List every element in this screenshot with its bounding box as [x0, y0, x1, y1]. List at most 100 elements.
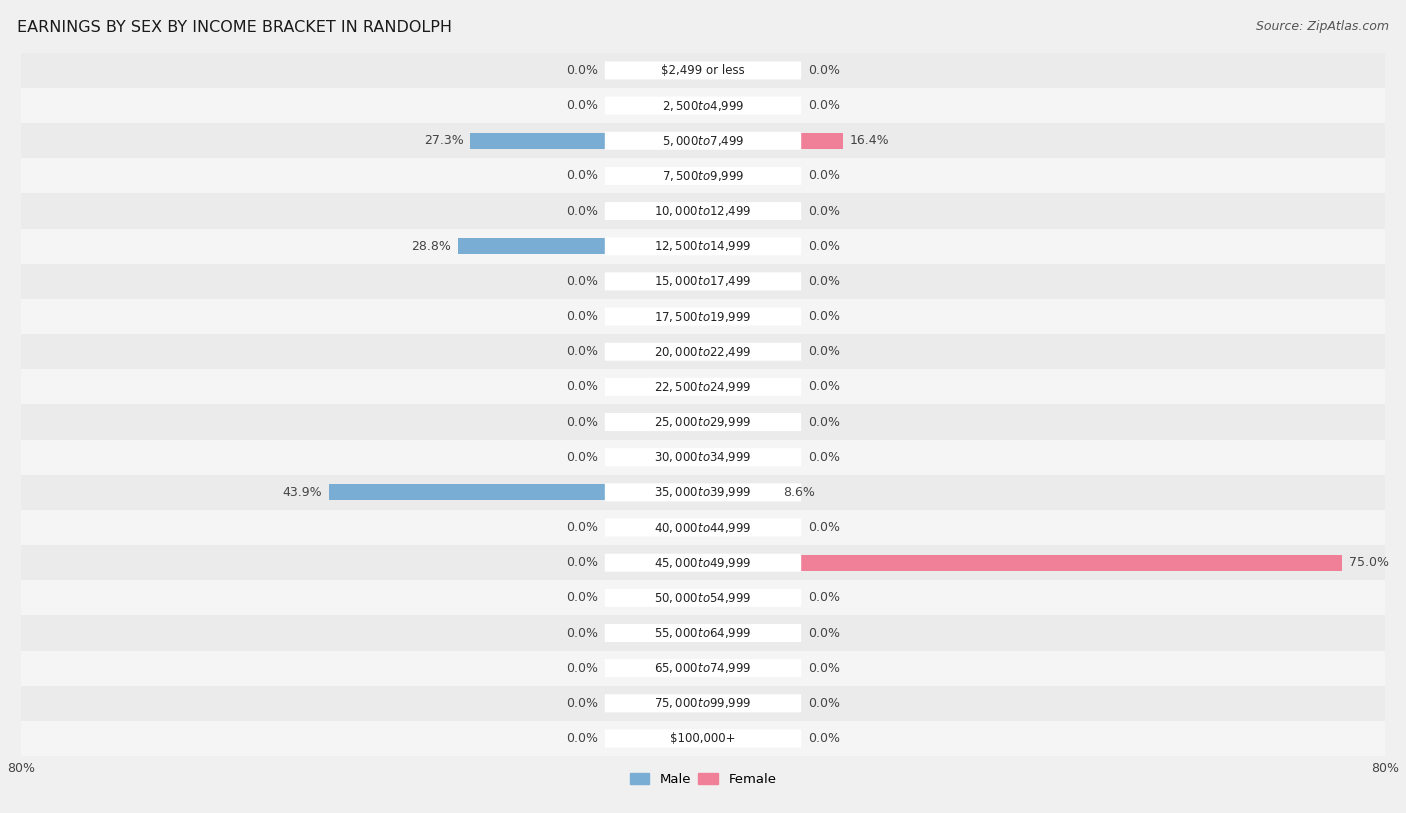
FancyBboxPatch shape	[605, 167, 801, 185]
FancyBboxPatch shape	[605, 378, 801, 396]
FancyBboxPatch shape	[605, 624, 801, 642]
Text: 0.0%: 0.0%	[567, 662, 598, 675]
Text: 0.0%: 0.0%	[567, 591, 598, 604]
Bar	[21, 369, 1385, 404]
Text: 0.0%: 0.0%	[808, 450, 839, 463]
Text: 0.0%: 0.0%	[567, 99, 598, 112]
FancyBboxPatch shape	[605, 202, 801, 220]
Bar	[21, 53, 1385, 88]
Bar	[703, 273, 801, 289]
FancyBboxPatch shape	[605, 307, 801, 325]
Bar	[703, 695, 801, 711]
Bar	[703, 379, 801, 395]
Bar	[703, 98, 801, 114]
Bar	[605, 695, 703, 711]
Bar	[605, 98, 703, 114]
Bar	[21, 404, 1385, 440]
Text: 0.0%: 0.0%	[567, 205, 598, 218]
Text: $12,500 to $14,999: $12,500 to $14,999	[654, 239, 752, 253]
Text: $17,500 to $19,999: $17,500 to $19,999	[654, 310, 752, 324]
Bar	[605, 660, 703, 676]
Bar	[605, 520, 703, 536]
Legend: Male, Female: Male, Female	[624, 768, 782, 792]
Text: 0.0%: 0.0%	[808, 697, 839, 710]
Text: $7,500 to $9,999: $7,500 to $9,999	[662, 169, 744, 183]
Text: Source: ZipAtlas.com: Source: ZipAtlas.com	[1256, 20, 1389, 33]
Bar	[703, 450, 801, 465]
Bar	[21, 440, 1385, 475]
Bar	[605, 203, 703, 219]
Text: 0.0%: 0.0%	[567, 169, 598, 182]
Bar	[21, 334, 1385, 369]
Bar	[21, 580, 1385, 615]
Bar	[21, 193, 1385, 228]
Text: $45,000 to $49,999: $45,000 to $49,999	[654, 556, 752, 570]
Bar	[21, 721, 1385, 756]
FancyBboxPatch shape	[605, 659, 801, 677]
Text: 27.3%: 27.3%	[423, 134, 464, 147]
Bar	[21, 123, 1385, 159]
Text: 0.0%: 0.0%	[567, 521, 598, 534]
Text: $5,000 to $7,499: $5,000 to $7,499	[662, 134, 744, 148]
FancyBboxPatch shape	[605, 97, 801, 115]
Bar	[605, 625, 703, 641]
Bar	[605, 309, 703, 324]
Bar	[703, 590, 801, 606]
Bar	[21, 685, 1385, 721]
Bar	[457, 238, 703, 254]
FancyBboxPatch shape	[605, 729, 801, 747]
Bar	[21, 615, 1385, 650]
Text: 16.4%: 16.4%	[849, 134, 889, 147]
Bar	[21, 545, 1385, 580]
Text: $100,000+: $100,000+	[671, 732, 735, 745]
Text: $25,000 to $29,999: $25,000 to $29,999	[654, 415, 752, 429]
Bar	[703, 625, 801, 641]
Bar	[329, 485, 703, 500]
Bar	[605, 344, 703, 359]
Text: 0.0%: 0.0%	[808, 627, 839, 640]
Text: $65,000 to $74,999: $65,000 to $74,999	[654, 661, 752, 675]
Bar	[703, 63, 801, 78]
Text: 0.0%: 0.0%	[808, 732, 839, 745]
Bar	[605, 63, 703, 78]
Bar	[703, 203, 801, 219]
Text: 0.0%: 0.0%	[567, 346, 598, 359]
Bar	[703, 309, 801, 324]
FancyBboxPatch shape	[605, 132, 801, 150]
Text: EARNINGS BY SEX BY INCOME BRACKET IN RANDOLPH: EARNINGS BY SEX BY INCOME BRACKET IN RAN…	[17, 20, 451, 35]
Text: $40,000 to $44,999: $40,000 to $44,999	[654, 520, 752, 534]
Bar	[605, 731, 703, 746]
Text: $75,000 to $99,999: $75,000 to $99,999	[654, 697, 752, 711]
Text: 0.0%: 0.0%	[567, 697, 598, 710]
Text: 0.0%: 0.0%	[567, 64, 598, 77]
FancyBboxPatch shape	[605, 519, 801, 537]
Text: 8.6%: 8.6%	[783, 486, 815, 499]
FancyBboxPatch shape	[605, 589, 801, 606]
Text: $10,000 to $12,499: $10,000 to $12,499	[654, 204, 752, 218]
Text: $30,000 to $34,999: $30,000 to $34,999	[654, 450, 752, 464]
Bar	[703, 168, 801, 184]
Text: 0.0%: 0.0%	[808, 205, 839, 218]
Text: $55,000 to $64,999: $55,000 to $64,999	[654, 626, 752, 640]
Bar	[605, 450, 703, 465]
Text: 0.0%: 0.0%	[808, 346, 839, 359]
Text: 0.0%: 0.0%	[567, 450, 598, 463]
Bar	[605, 554, 703, 571]
Text: 0.0%: 0.0%	[567, 310, 598, 323]
Bar	[21, 299, 1385, 334]
FancyBboxPatch shape	[605, 694, 801, 712]
Bar	[21, 159, 1385, 193]
Text: 0.0%: 0.0%	[808, 64, 839, 77]
FancyBboxPatch shape	[605, 237, 801, 255]
Text: 0.0%: 0.0%	[567, 627, 598, 640]
Text: 0.0%: 0.0%	[808, 169, 839, 182]
Bar	[605, 273, 703, 289]
Text: 0.0%: 0.0%	[567, 556, 598, 569]
Bar	[703, 133, 842, 149]
Text: $22,500 to $24,999: $22,500 to $24,999	[654, 380, 752, 393]
Bar	[605, 590, 703, 606]
Text: 0.0%: 0.0%	[808, 380, 839, 393]
Bar	[21, 510, 1385, 545]
Bar	[21, 475, 1385, 510]
FancyBboxPatch shape	[605, 343, 801, 361]
